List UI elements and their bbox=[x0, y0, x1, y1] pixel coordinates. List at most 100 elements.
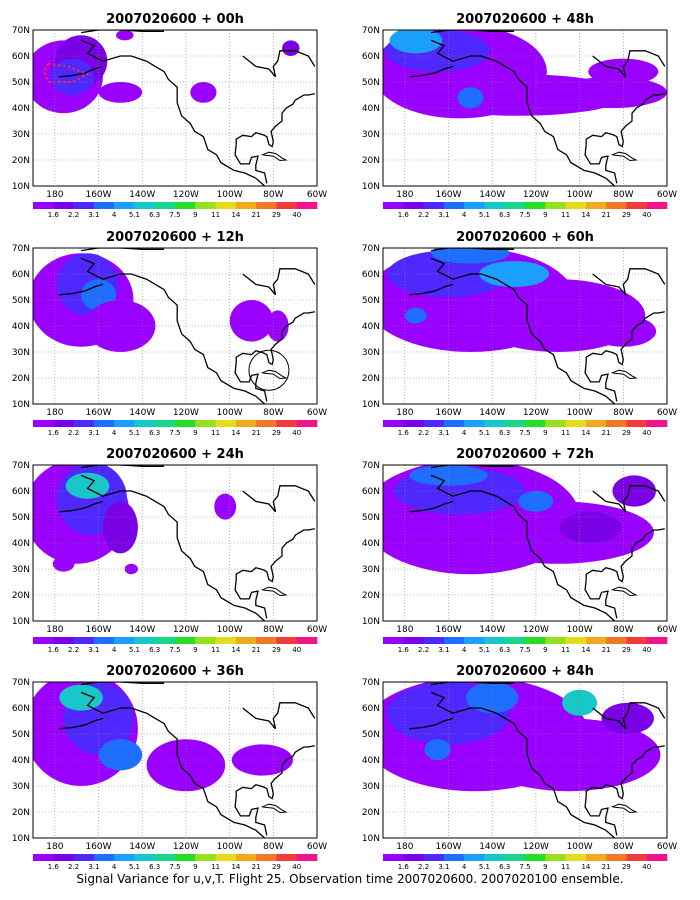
variance-region bbox=[59, 684, 103, 711]
colorbar-label: 29 bbox=[622, 863, 631, 871]
lat-tick-label: 70N bbox=[12, 244, 30, 254]
colorbar-swatch bbox=[423, 420, 445, 427]
lon-tick-label: 140W bbox=[479, 625, 505, 635]
highlight-circle bbox=[248, 349, 290, 391]
colorbar-swatch bbox=[93, 637, 115, 644]
lon-tick-label: 120W bbox=[173, 408, 199, 418]
colorbar-label: 21 bbox=[602, 863, 611, 871]
lat-tick-label: 30N bbox=[362, 348, 380, 358]
forecast-panel: 2007020600 + 36h 180 160W 140W 120W 100W 80W 60… bbox=[12, 664, 327, 871]
panel-title: 2007020600 + 84h bbox=[456, 664, 594, 679]
colorbar-swatch bbox=[296, 202, 318, 209]
colorbar-swatch bbox=[114, 420, 135, 427]
lat-tick-label: 20N bbox=[362, 374, 380, 384]
lon-tick-label: 80W bbox=[613, 625, 633, 635]
colorbar-label: 29 bbox=[622, 646, 631, 654]
lon-tick-label: 100W bbox=[217, 190, 243, 200]
colorbar-swatch bbox=[93, 420, 115, 427]
colorbar-swatch bbox=[443, 202, 465, 209]
colorbar-label: 5.1 bbox=[479, 429, 490, 437]
coastline bbox=[585, 528, 665, 583]
lon-tick-label: 140W bbox=[129, 842, 155, 852]
colorbar-swatch bbox=[646, 420, 668, 427]
lon-tick-label: 60W bbox=[307, 842, 327, 852]
lon-tick-label: 60W bbox=[307, 190, 327, 200]
colorbar-label: 40 bbox=[642, 429, 651, 437]
lat-tick-label: 60N bbox=[362, 270, 380, 280]
colorbar-swatch bbox=[134, 420, 155, 427]
colorbar-swatch bbox=[403, 854, 424, 861]
colorbar-swatch bbox=[403, 420, 424, 427]
colorbar-label: 40 bbox=[292, 863, 301, 871]
lon-tick-label: 80W bbox=[263, 190, 283, 200]
coastline bbox=[430, 257, 616, 404]
colorbar-label: 5.1 bbox=[129, 211, 140, 219]
lat-tick-label: 10N bbox=[362, 834, 380, 844]
lat-tick-label: 10N bbox=[12, 834, 30, 844]
colorbar-label: 5.1 bbox=[129, 429, 140, 437]
colorbar-swatch bbox=[423, 637, 445, 644]
colorbar-label: 21 bbox=[252, 863, 261, 871]
panel-title: 2007020600 + 36h bbox=[106, 664, 244, 679]
colorbar-swatch bbox=[646, 202, 668, 209]
coastline bbox=[260, 151, 288, 162]
colorbar-label: 3.1 bbox=[88, 863, 99, 871]
map-frame bbox=[32, 681, 318, 839]
colorbar-label: 11 bbox=[211, 211, 220, 219]
colorbar-label: 40 bbox=[642, 863, 651, 871]
colorbar-label: 6.3 bbox=[499, 646, 510, 654]
lon-tick-label: 180 bbox=[396, 408, 413, 418]
lat-tick-label: 40N bbox=[12, 322, 30, 332]
lat-tick-label: 70N bbox=[362, 244, 380, 254]
colorbar-label: 3.1 bbox=[438, 211, 449, 219]
colorbar-swatch bbox=[606, 202, 627, 209]
variance-region bbox=[98, 82, 143, 103]
colorbar-swatch bbox=[525, 420, 546, 427]
figure-caption: Signal Variance for u,v,T. Flight 25. Ob… bbox=[76, 872, 624, 886]
colorbar-swatch bbox=[114, 202, 135, 209]
map-frame bbox=[32, 29, 318, 187]
colorbar-label: 21 bbox=[602, 211, 611, 219]
colorbar-swatch bbox=[175, 420, 196, 427]
coastline bbox=[584, 579, 618, 619]
colorbar-swatch bbox=[93, 854, 115, 861]
coastline bbox=[80, 474, 266, 621]
colorbar-label: 29 bbox=[272, 863, 281, 871]
coastline bbox=[80, 257, 266, 404]
colorbar-swatch bbox=[464, 202, 485, 209]
lon-tick-label: 80W bbox=[613, 842, 633, 852]
colorbar-swatch bbox=[93, 202, 115, 209]
variance-region bbox=[601, 702, 654, 735]
colorbar-swatch bbox=[215, 637, 237, 644]
coastline bbox=[592, 268, 666, 296]
colorbar-swatch bbox=[33, 202, 54, 209]
colorbar-swatch bbox=[565, 637, 587, 644]
colorbar-label: 2.2 bbox=[68, 863, 79, 871]
colorbar-swatch bbox=[33, 420, 54, 427]
colorbar-swatch bbox=[545, 637, 566, 644]
lat-tick-label: 50N bbox=[362, 730, 380, 740]
colorbar-swatch bbox=[114, 637, 135, 644]
lon-tick-label: 100W bbox=[567, 625, 593, 635]
coastline bbox=[409, 65, 454, 78]
colorbar-swatch bbox=[565, 420, 587, 427]
colorbar-swatch bbox=[195, 854, 216, 861]
colorbar-swatch bbox=[383, 637, 404, 644]
lat-tick-label: 60N bbox=[362, 704, 380, 714]
colorbar-label: 21 bbox=[252, 429, 261, 437]
colorbar-label: 14 bbox=[231, 863, 240, 871]
colorbar-label: 1.6 bbox=[48, 863, 60, 871]
lat-tick-label: 30N bbox=[362, 565, 380, 575]
colorbar-label: 9 bbox=[193, 646, 197, 654]
colorbar-swatch bbox=[403, 202, 424, 209]
colorbar-swatch bbox=[33, 854, 54, 861]
colorbar-swatch bbox=[545, 202, 566, 209]
colorbar-label: 5.1 bbox=[479, 863, 490, 871]
variance-region bbox=[190, 82, 217, 103]
colorbar-label: 1.6 bbox=[48, 646, 60, 654]
colorbar-label: 14 bbox=[581, 863, 590, 871]
colorbar-label: 14 bbox=[231, 429, 240, 437]
colorbar-label: 7.5 bbox=[169, 863, 180, 871]
colorbar-label: 11 bbox=[561, 863, 570, 871]
variance-region bbox=[65, 472, 110, 499]
